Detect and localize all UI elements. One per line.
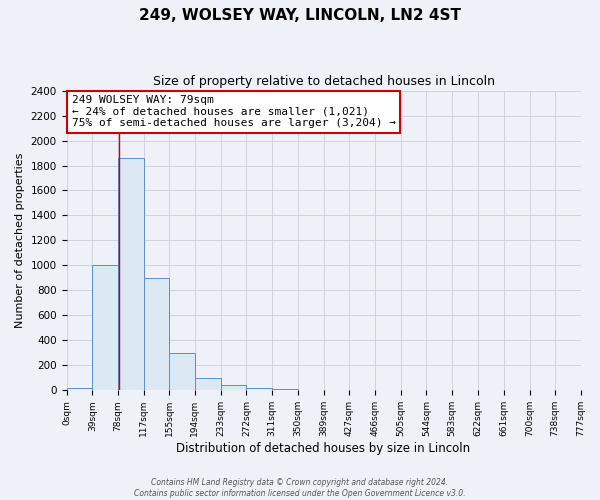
- Bar: [169, 353, 195, 391]
- Text: Contains HM Land Registry data © Crown copyright and database right 2024.
Contai: Contains HM Land Registry data © Crown c…: [134, 478, 466, 498]
- Bar: [247, 388, 272, 390]
- Bar: [221, 384, 247, 390]
- X-axis label: Distribution of detached houses by size in Lincoln: Distribution of detached houses by size …: [176, 442, 470, 455]
- Text: 249, WOLSEY WAY, LINCOLN, LN2 4ST: 249, WOLSEY WAY, LINCOLN, LN2 4ST: [139, 8, 461, 22]
- Bar: [92, 266, 118, 390]
- Bar: [195, 378, 221, 390]
- Title: Size of property relative to detached houses in Lincoln: Size of property relative to detached ho…: [152, 75, 494, 88]
- Y-axis label: Number of detached properties: Number of detached properties: [15, 153, 25, 328]
- Bar: [144, 278, 169, 390]
- Text: 249 WOLSEY WAY: 79sqm
← 24% of detached houses are smaller (1,021)
75% of semi-d: 249 WOLSEY WAY: 79sqm ← 24% of detached …: [71, 95, 395, 128]
- Bar: [272, 389, 298, 390]
- Bar: [67, 388, 92, 390]
- Bar: [118, 158, 144, 390]
